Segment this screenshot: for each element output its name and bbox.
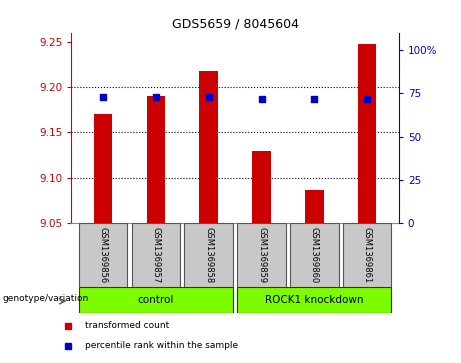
Bar [147,96,165,223]
Bar [237,223,286,287]
Title: GDS5659 / 8045604: GDS5659 / 8045604 [171,17,299,30]
Bar [305,190,324,223]
Text: GSM1369859: GSM1369859 [257,227,266,283]
Text: transformed count: transformed count [85,321,169,330]
Text: GSM1369856: GSM1369856 [99,227,107,283]
Text: control: control [138,295,174,305]
Bar [290,223,338,287]
Text: ROCK1 knockdown: ROCK1 knockdown [265,295,364,305]
Bar [252,151,271,223]
Bar [358,44,376,223]
Text: GSM1369860: GSM1369860 [310,227,319,283]
Point [152,94,160,100]
Point [258,95,265,101]
Bar [200,71,218,223]
Bar [132,223,180,287]
Text: GSM1369861: GSM1369861 [363,227,372,283]
Bar [79,287,233,313]
Point [100,94,107,100]
Bar [94,114,112,223]
Text: GSM1369858: GSM1369858 [204,227,213,283]
Point [363,95,371,101]
Text: genotype/variation: genotype/variation [3,294,89,303]
Text: GSM1369857: GSM1369857 [151,227,160,283]
Text: percentile rank within the sample: percentile rank within the sample [85,341,238,350]
Bar [343,223,391,287]
Bar [79,223,127,287]
Bar [237,287,391,313]
Point [311,95,318,101]
Point [205,94,213,100]
Bar [184,223,233,287]
